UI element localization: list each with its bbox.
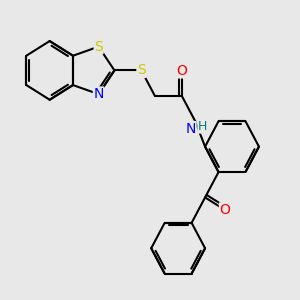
Text: O: O (220, 203, 230, 217)
Text: N: N (93, 87, 104, 101)
Text: N: N (186, 122, 196, 136)
Text: H: H (198, 120, 207, 133)
Text: S: S (137, 63, 146, 77)
Text: S: S (94, 40, 103, 54)
Text: O: O (176, 64, 187, 78)
